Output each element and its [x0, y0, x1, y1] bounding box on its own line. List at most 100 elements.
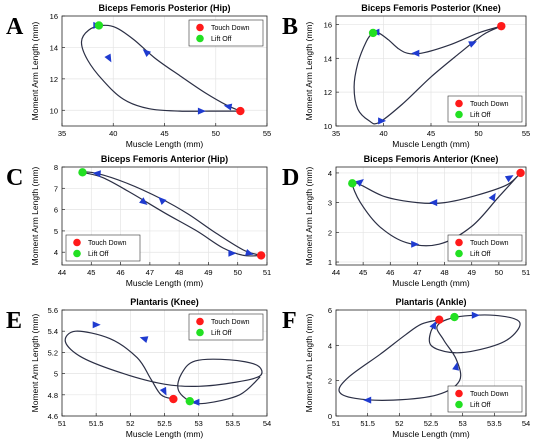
panel-d-title: Biceps Femoris Anterior (Knee)	[364, 154, 499, 164]
panel-f-x-tick-label: 53	[458, 419, 466, 428]
panel-b-legend-touch-down-label: Touch Down	[470, 101, 509, 108]
panel-e-legend-lift-off-label: Lift Off	[211, 330, 232, 337]
panel-c-direction-arrow	[158, 196, 167, 205]
panel-b-trajectory-line	[353, 25, 502, 125]
panel-f-legend-touch-down-label: Touch Down	[470, 391, 509, 398]
panel-f-x-axis-label: Muscle Length (mm)	[392, 429, 470, 439]
panel-d-x-tick-label: 51	[522, 268, 530, 277]
panel-a-lift-off-point	[94, 21, 104, 30]
panel-c-direction-arrow	[92, 170, 101, 178]
panel-b-x-tick-label: 35	[332, 129, 340, 138]
panel-b-letter: B	[282, 14, 298, 40]
panel-e-y-axis-label: Moment Arm Length (mm)	[30, 313, 40, 412]
panel-a-direction-arrow	[223, 103, 233, 111]
panel-d-legend-lift-off-label: Lift Off	[470, 251, 491, 258]
panel-c-legend-lift-off-marker	[73, 249, 81, 258]
panel-f-legend-touch-down-marker	[455, 389, 463, 398]
panel-d-letter: D	[282, 165, 299, 191]
panel-b-title: Biceps Femoris Posterior (Knee)	[361, 3, 501, 13]
panel-c-y-axis-label: Moment Arm Length (mm)	[30, 166, 40, 265]
panel-d-x-tick-label: 46	[386, 268, 394, 277]
panel-f-y-tick-label: 2	[328, 377, 332, 386]
panel-c-letter: C	[6, 165, 23, 191]
panel-f-x-tick-label: 51	[332, 419, 340, 428]
panel-b-legend-lift-off-label: Lift Off	[470, 112, 491, 119]
panel-c-y-tick-label: 6	[54, 206, 58, 215]
panel-f-x-tick-label: 54	[522, 419, 530, 428]
panel-e-y-tick-label: 5.2	[48, 348, 58, 357]
panel-b-y-tick-label: 14	[324, 54, 332, 63]
panel-a-legend-touch-down-marker	[196, 23, 204, 32]
panel-c-lift-off-point	[78, 168, 87, 177]
panel-c-legend: Touch Down Lift Off	[65, 234, 141, 262]
panel-d-x-tick-label: 47	[413, 268, 421, 277]
panel-a: A 35 40 45 50 55 10 12 14 16 Biceps Femoris Poster…	[6, 3, 271, 149]
panel-a-direction-arrow	[142, 49, 152, 58]
panel-e: E 51 51.5 52 52.5 53 53.5 54 4.6 4.8 5 5.2 5.4 5.6 Pla…	[6, 297, 271, 439]
panel-d-direction-arrow	[429, 199, 438, 207]
panel-c-legend-touch-down-label: Touch Down	[88, 240, 127, 247]
panel-d-y-tick-label: 4	[328, 169, 332, 178]
panel-a-legend-lift-off-label: Lift Off	[211, 36, 232, 43]
panel-e-x-tick-label: 51.5	[89, 419, 104, 428]
panel-d-legend: Touch Down Lift Off	[447, 234, 523, 262]
panel-b-x-tick-label: 45	[427, 129, 435, 138]
panel-e-title: Plantaris (Knee)	[130, 297, 199, 307]
panel-f-title: Plantaris (Ankle)	[395, 297, 466, 307]
panel-b-x-tick-label: 40	[379, 129, 387, 138]
panel-d-direction-arrow	[488, 192, 496, 202]
panel-f-y-tick-label: 4	[328, 341, 332, 350]
panel-f-y-tick-label: 0	[328, 412, 332, 421]
panel-e-legend-touch-down-marker	[196, 317, 204, 326]
panel-a-x-tick-label: 40	[109, 129, 117, 138]
panel-f-y-axis-label: Moment Arm Length (mm)	[304, 313, 314, 412]
panel-f-legend-lift-off-marker	[455, 400, 463, 409]
panel-c-x-tick-label: 51	[263, 268, 271, 277]
panel-b-touch-down-point	[497, 21, 506, 31]
panel-e-touch-down-point	[169, 394, 178, 404]
panel-a-x-axis-label: Muscle Length (mm)	[126, 139, 204, 149]
panel-b-direction-arrow	[378, 117, 387, 125]
panel-f-touch-down-point	[435, 315, 444, 324]
panel-f-x-tick-label: 52	[395, 419, 403, 428]
panel-c-y-tick-label: 8	[54, 163, 58, 172]
panel-b-y-tick-label: 16	[324, 20, 332, 29]
panel-d-direction-arrow	[504, 175, 514, 183]
panel-d-x-tick-label: 45	[359, 268, 367, 277]
panel-f-x-tick-label: 53.5	[487, 419, 502, 428]
panel-d-y-tick-label: 1	[328, 258, 332, 267]
panel-d-y-tick-label: 3	[328, 199, 332, 208]
panel-d-lift-off-point	[348, 179, 357, 188]
panel-f-direction-arrow	[452, 362, 460, 371]
panel-c-legend-touch-down-marker	[73, 238, 81, 247]
panel-b-y-axis-label: Moment Arm Length (mm)	[304, 21, 314, 120]
panel-e-y-tick-label: 5	[54, 370, 58, 379]
panel-c-y-tick-label: 7	[54, 184, 58, 193]
panel-f-legend-lift-off-label: Lift Off	[470, 402, 491, 409]
panel-b-x-axis-label: Muscle Length (mm)	[392, 139, 470, 149]
panel-f: F 51 51.5 52 52.5 53 53.5 54 0 2 4 6 Plantaris (Ankl…	[282, 297, 530, 439]
panel-c-direction-arrow	[245, 248, 254, 256]
panel-a-y-axis-label: Moment Arm Length (mm)	[30, 21, 40, 120]
panel-d-axes-frame	[335, 166, 527, 266]
panel-e-x-tick-label: 53.5	[226, 419, 241, 428]
panel-d-y-axis-label: Moment Arm Length (mm)	[304, 166, 314, 265]
panel-a-letter: A	[6, 14, 24, 40]
panel-a-legend-touch-down-label: Touch Down	[211, 25, 250, 32]
panel-b-y-tick-label: 12	[324, 88, 332, 97]
panel-d-direction-arrow	[355, 178, 364, 187]
panel-e-x-tick-label: 53	[194, 419, 202, 428]
panel-d-x-tick-label: 50	[495, 268, 503, 277]
panel-f-trajectory-line	[338, 314, 521, 401]
panel-e-y-tick-label: 4.6	[48, 412, 58, 421]
panel-c-x-tick-label: 48	[175, 268, 183, 277]
panel-c-x-tick-label: 46	[116, 268, 124, 277]
panel-d-x-tick-label: 44	[332, 268, 340, 277]
panel-e-lift-off-point	[185, 396, 194, 406]
panel-a-x-tick-label: 55	[263, 129, 271, 138]
panel-c-x-tick-label: 45	[87, 268, 95, 277]
panel-a-title: Biceps Femoris Posterior (Hip)	[98, 3, 230, 13]
panel-b-lift-off-point	[368, 28, 378, 38]
